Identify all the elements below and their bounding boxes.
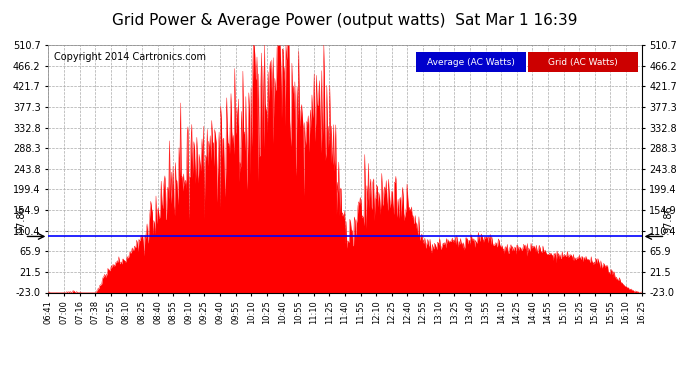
Text: Grid (AC Watts): Grid (AC Watts) <box>548 58 618 67</box>
Text: Average (AC Watts): Average (AC Watts) <box>427 58 515 67</box>
Text: Grid Power & Average Power (output watts)  Sat Mar 1 16:39: Grid Power & Average Power (output watts… <box>112 13 578 28</box>
Text: 97.86: 97.86 <box>663 205 673 233</box>
Text: 97.86: 97.86 <box>17 205 27 233</box>
FancyBboxPatch shape <box>528 53 638 72</box>
Text: Copyright 2014 Cartronics.com: Copyright 2014 Cartronics.com <box>55 53 206 62</box>
FancyBboxPatch shape <box>416 53 526 72</box>
